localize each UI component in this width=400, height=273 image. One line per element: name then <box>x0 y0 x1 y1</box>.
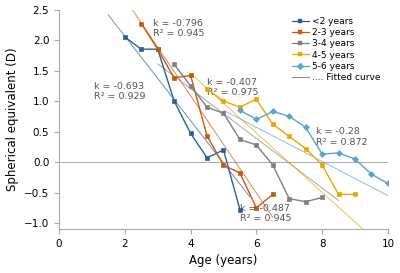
Text: k = -0.407
R² = 0.975: k = -0.407 R² = 0.975 <box>207 78 258 97</box>
Y-axis label: Spherical equivalent (D): Spherical equivalent (D) <box>6 48 18 191</box>
Legend: <2 years, 2-3 years, 3-4 years, 4-5 years, 5-6 years, .... Fitted curve: <2 years, 2-3 years, 3-4 years, 4-5 year… <box>290 14 383 85</box>
Text: k = -0.487
R² = 0.945: k = -0.487 R² = 0.945 <box>240 204 292 223</box>
X-axis label: Age (years): Age (years) <box>189 254 258 268</box>
Text: k = -0.796
R² = 0.945: k = -0.796 R² = 0.945 <box>153 19 204 38</box>
Text: k = -0.693
R² = 0.929: k = -0.693 R² = 0.929 <box>94 82 145 101</box>
Text: k = -0.28
R² = 0.872: k = -0.28 R² = 0.872 <box>316 127 367 147</box>
